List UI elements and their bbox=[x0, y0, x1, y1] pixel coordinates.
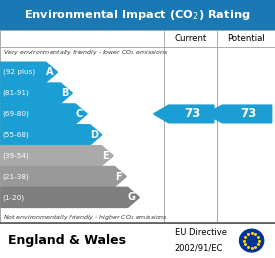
Text: D: D bbox=[90, 130, 98, 140]
Circle shape bbox=[240, 229, 264, 252]
Text: Potential: Potential bbox=[227, 34, 265, 43]
Polygon shape bbox=[1, 83, 72, 103]
Text: 2002/91/EC: 2002/91/EC bbox=[175, 244, 223, 253]
Text: (39-54): (39-54) bbox=[3, 152, 29, 159]
Text: (81-91): (81-91) bbox=[3, 90, 29, 96]
Text: (21-38): (21-38) bbox=[3, 173, 29, 180]
Text: B: B bbox=[61, 88, 68, 98]
Text: 73: 73 bbox=[185, 107, 201, 120]
Text: (55-68): (55-68) bbox=[3, 132, 29, 138]
Text: Very environmentally friendly - lower CO$_2$ emissions: Very environmentally friendly - lower CO… bbox=[3, 49, 168, 57]
Polygon shape bbox=[1, 62, 57, 82]
Text: England & Wales: England & Wales bbox=[8, 234, 126, 247]
Text: G: G bbox=[128, 192, 136, 202]
Polygon shape bbox=[1, 146, 113, 166]
Text: (69-80): (69-80) bbox=[3, 111, 29, 117]
Text: C: C bbox=[76, 109, 83, 119]
Polygon shape bbox=[1, 125, 102, 145]
Polygon shape bbox=[206, 105, 272, 123]
Text: Current: Current bbox=[174, 34, 207, 43]
Polygon shape bbox=[1, 166, 126, 187]
Text: Environmental Impact (CO$_2$) Rating: Environmental Impact (CO$_2$) Rating bbox=[24, 8, 251, 22]
Polygon shape bbox=[153, 105, 214, 123]
Text: A: A bbox=[46, 67, 54, 77]
Polygon shape bbox=[1, 104, 87, 124]
Text: F: F bbox=[115, 172, 122, 182]
Text: EU Directive: EU Directive bbox=[175, 228, 227, 237]
Text: (1-20): (1-20) bbox=[3, 194, 25, 201]
Text: (92 plus): (92 plus) bbox=[3, 69, 35, 76]
FancyBboxPatch shape bbox=[0, 0, 275, 30]
Text: E: E bbox=[102, 151, 109, 161]
Text: 73: 73 bbox=[240, 107, 257, 120]
Text: Not environmentally friendly - higher CO$_2$ emissions: Not environmentally friendly - higher CO… bbox=[3, 213, 168, 222]
Polygon shape bbox=[1, 187, 139, 207]
